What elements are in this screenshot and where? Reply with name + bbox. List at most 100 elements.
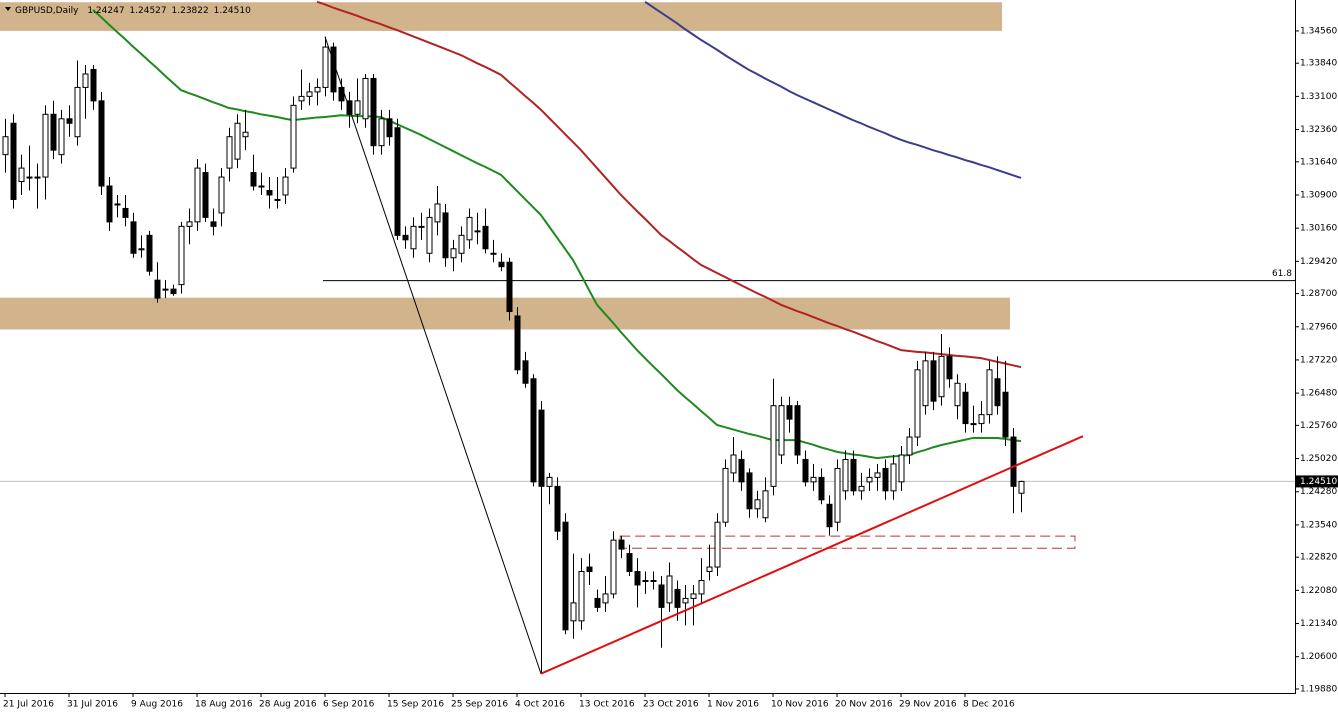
candle-body [362, 77, 369, 120]
close: 1.24510 [214, 6, 251, 16]
candle-body [122, 207, 129, 218]
low: 1.23822 [172, 6, 209, 16]
candle-body [42, 113, 49, 178]
candle-body [746, 472, 753, 510]
candle-body [162, 288, 169, 291]
candle-body [778, 405, 785, 456]
candle-body [1002, 391, 1009, 438]
open: 1.24247 [87, 6, 124, 16]
candle-body [786, 405, 793, 420]
candle-body [506, 261, 513, 313]
candle-body [794, 405, 801, 456]
moving-average [644, 0, 1022, 179]
x-tick-label: 23 Oct 2016 [643, 700, 699, 710]
candle-body [842, 458, 849, 492]
candle-body [594, 597, 601, 608]
candle-body [674, 588, 681, 608]
x-tick-label: 4 Oct 2016 [515, 700, 565, 710]
menu-arrow[interactable] [5, 7, 11, 11]
candle-body [298, 95, 305, 102]
candle-body [850, 458, 857, 492]
current-price-label: 1.24510 [1300, 477, 1337, 487]
candle-body [282, 176, 289, 196]
candle-body [402, 234, 409, 241]
y-tick-label: 1.23540 [1300, 520, 1337, 530]
candle-body [810, 476, 817, 483]
candle-body [562, 521, 569, 631]
candle-body [114, 203, 121, 206]
candle-body [690, 593, 697, 599]
y-tick-label: 1.25760 [1300, 421, 1337, 431]
candle-body [330, 46, 337, 93]
candle-body [498, 261, 505, 268]
fib-level-label: 61.8 [1272, 269, 1292, 279]
candle-body [482, 225, 489, 250]
candle-body [602, 593, 609, 604]
x-tick-label: 9 Aug 2016 [131, 700, 183, 710]
y-tick-label: 1.33840 [1300, 59, 1337, 69]
candle-body [626, 553, 633, 573]
candle-body [74, 86, 81, 138]
y-tick-label: 1.27220 [1300, 355, 1337, 365]
candle-body [378, 118, 385, 147]
candle-body [466, 216, 473, 241]
candle-body [82, 73, 89, 88]
supply-demand-zone [0, 2, 1002, 31]
candle-body [826, 503, 833, 528]
x-tick-label: 8 Dec 2016 [963, 700, 1015, 710]
y-tick-label: 1.30160 [1300, 224, 1337, 234]
candle-body [586, 566, 593, 573]
candle-body [146, 234, 153, 272]
candle-body [138, 248, 145, 251]
candle-body [394, 127, 401, 236]
y-tick-label: 1.33100 [1300, 92, 1337, 102]
candle-body [970, 423, 977, 426]
candle-body [906, 436, 913, 456]
candle-body [986, 369, 993, 416]
candle-body [90, 68, 97, 102]
y-tick-label: 1.26480 [1300, 389, 1337, 399]
y-tick-label: 1.22080 [1300, 586, 1337, 596]
candle-body [170, 288, 177, 295]
candle-body [34, 176, 41, 179]
candle-body [354, 100, 361, 115]
plot-area: 61.8 [0, 0, 1295, 675]
candle-body [322, 46, 329, 88]
candle-body [450, 248, 457, 259]
candle-body [274, 198, 281, 201]
candle-body [194, 167, 201, 223]
candle-body [818, 476, 825, 501]
moving-average [316, 0, 1022, 369]
y-tick-label: 1.24280 [1300, 487, 1337, 497]
candle-body [474, 230, 481, 233]
candle-body [250, 172, 257, 187]
candle-body [698, 579, 705, 595]
x-tick-label: 15 Sep 2016 [387, 700, 444, 710]
candle-body [834, 467, 841, 523]
dashed-box [619, 535, 1076, 549]
supply-demand-zone [0, 297, 1010, 330]
axes: 1.34560 1.33840 1.33100 1.32360 1.31640 1.309… [3, 26, 1338, 710]
candle-body [610, 539, 617, 595]
high: 1.24527 [129, 6, 166, 16]
candle-body [538, 409, 545, 487]
candle-body [714, 521, 721, 568]
candle-body [418, 225, 425, 228]
candle-body [890, 463, 897, 492]
candle-body [898, 454, 905, 483]
y-tick-label: 1.31640 [1300, 157, 1337, 167]
candle-body [426, 216, 433, 254]
candle-body [658, 584, 665, 608]
candle-body [978, 414, 985, 425]
candle-body [578, 571, 585, 622]
candle-body [642, 579, 649, 582]
candle-body [10, 122, 17, 200]
header: GBPUSD,Daily 1.24247 1.24527 1.23822 1.2… [15, 6, 251, 16]
candle-body [58, 118, 65, 156]
x-tick-label: 21 Jul 2016 [3, 700, 54, 710]
candle-body [98, 100, 105, 187]
candle-body [554, 485, 561, 532]
candle-body [370, 77, 377, 147]
candle-body [882, 467, 889, 492]
